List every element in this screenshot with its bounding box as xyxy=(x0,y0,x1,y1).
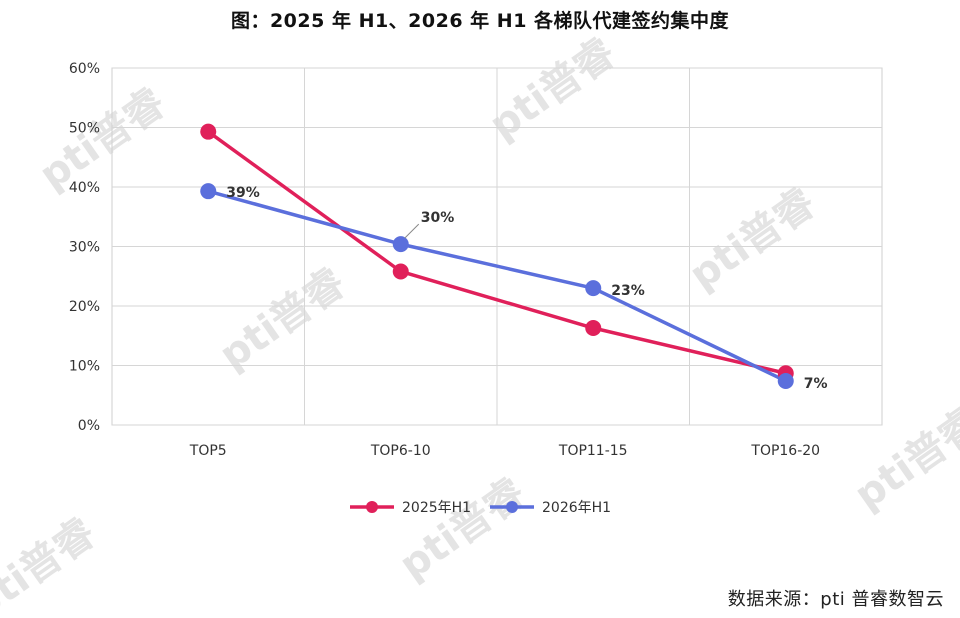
watermark-text: pti普睿 xyxy=(211,259,354,378)
legend-marker-2 xyxy=(506,501,518,513)
series-line-2 xyxy=(206,189,788,383)
y-tick-label: 30% xyxy=(69,240,100,256)
data-point-1 xyxy=(392,263,409,280)
data-point-2 xyxy=(200,183,217,200)
y-tick-label: 0% xyxy=(78,418,100,434)
y-axis: 0% 10% 20% 30% 40% 50% 60% xyxy=(69,61,100,434)
legend-marker-1 xyxy=(366,501,378,513)
series-layer: 39% 30% 23% 7% xyxy=(200,123,828,392)
data-source: 数据来源：pti 普睿数智云 xyxy=(727,589,944,610)
legend-label-1: 2025年H1 xyxy=(402,500,471,516)
data-point-2 xyxy=(585,280,602,297)
data-label: 30% xyxy=(421,210,455,226)
y-tick-label: 40% xyxy=(69,180,100,196)
y-tick-label: 10% xyxy=(69,359,100,375)
grid-lines xyxy=(111,67,883,426)
data-label: 23% xyxy=(611,283,645,299)
data-point-2 xyxy=(392,236,409,253)
data-label: 7% xyxy=(804,376,828,392)
x-tick-label: TOP11-15 xyxy=(558,443,628,459)
legend: 2025年H1 2026年H1 xyxy=(350,500,611,516)
data-label: 39% xyxy=(226,185,260,201)
data-point-1 xyxy=(585,320,602,337)
y-tick-label: 20% xyxy=(69,299,100,315)
y-tick-label: 50% xyxy=(69,121,100,137)
x-tick-label: TOP6-10 xyxy=(370,443,431,459)
watermark-text: pti普睿 xyxy=(681,179,824,298)
x-axis: TOP5 TOP6-10 TOP11-15 TOP16-20 xyxy=(189,443,820,459)
watermark-text: pti普睿 xyxy=(0,509,104,618)
chart-title: 图：2025 年 H1、2026 年 H1 各梯队代建签约集中度 xyxy=(230,10,730,32)
x-tick-label: TOP5 xyxy=(189,443,227,459)
x-tick-label: TOP16-20 xyxy=(750,443,820,459)
watermark-text: pti普睿 xyxy=(391,469,534,588)
data-point-2 xyxy=(777,372,794,389)
series-line-1 xyxy=(206,129,788,375)
y-tick-label: 60% xyxy=(69,61,100,77)
data-label-leader xyxy=(404,223,420,239)
watermark-text: pti普睿 xyxy=(31,79,174,198)
legend-label-2: 2026年H1 xyxy=(542,500,611,516)
data-point-1 xyxy=(200,123,217,140)
watermark-text: pti普睿 xyxy=(481,29,624,148)
watermark-text: pti普睿 xyxy=(846,399,960,518)
